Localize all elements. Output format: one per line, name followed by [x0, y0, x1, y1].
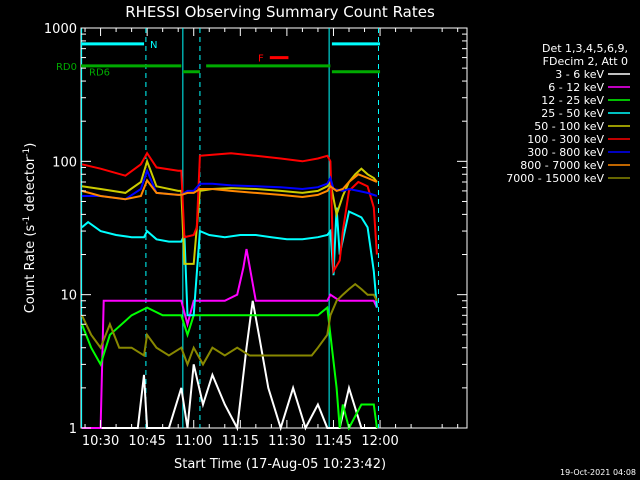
x-tick-label-5: 11:45 — [315, 434, 352, 449]
series-line-1 — [81, 248, 378, 429]
legend-header-0: Det 1,3,4,5,6,9, — [542, 42, 628, 55]
series-group — [80, 151, 378, 432]
y-axis-label-a: Count Rate (s — [23, 225, 38, 314]
x-tick-label-3: 11:15 — [222, 434, 259, 449]
legend-label-6: 300 - 800 keV — [527, 146, 604, 159]
axes-ticks: 10:30 10:45 11:00 11:15 11:30 11:45 12:00 1 10 10… — [44, 22, 467, 449]
x-tick-label-1: 10:45 — [128, 434, 165, 449]
footer-timestamp: 19-Oct-2021 04:08 — [560, 468, 636, 477]
y-tick-label-0: 1 — [69, 422, 77, 437]
series-line-2 — [80, 305, 378, 431]
legend-label-1: 6 - 12 keV — [548, 81, 604, 94]
legend-label-2: 12 - 25 keV — [541, 94, 604, 107]
series-line-8 — [80, 282, 378, 368]
x-tick-label-6: 12:00 — [361, 434, 398, 449]
annotation-label-0: N — [150, 40, 157, 51]
annotation-bars: N F RD0 RD6 — [56, 40, 381, 79]
legend-header-1: FDecim 2, Att 0 — [543, 55, 628, 68]
y-axis-label-sup2: -1 — [22, 148, 32, 157]
y-tick-label-1: 10 — [60, 289, 77, 304]
y-tick-label-3: 1000 — [44, 22, 77, 37]
y-axis-label-sup1: -1 — [22, 216, 32, 225]
x-axis-label: Start Time (17-Aug-05 10:23:42) — [174, 457, 386, 472]
series-line-6 — [81, 167, 378, 201]
legend-label-3: 25 - 50 keV — [541, 107, 604, 120]
legend-label-7: 800 - 7000 keV — [520, 159, 604, 172]
plot-frame — [80, 27, 468, 429]
x-tick-label-4: 11:30 — [268, 434, 305, 449]
annotation-label-1: F — [258, 54, 264, 65]
y-axis-label-c: ) — [23, 143, 38, 148]
annotation-label-2: RD0 — [56, 62, 77, 73]
y-tick-label-2: 100 — [52, 155, 77, 170]
series-line-3 — [81, 207, 378, 317]
legend-label-0: 3 - 6 keV — [555, 68, 604, 81]
chart-title: RHESSI Observing Summary Count Rates — [125, 3, 435, 21]
y-axis-label: Count Rate (s-1 detector-1) — [22, 143, 38, 314]
legend-label-5: 100 - 300 keV — [527, 133, 604, 146]
series-line-7 — [81, 173, 378, 201]
y-axis-label-b: detector — [23, 156, 38, 216]
series-line-5 — [81, 151, 378, 275]
series-line-0 — [81, 300, 377, 432]
x-tick-label-0: 10:30 — [82, 434, 119, 449]
legend-label-8: 7000 - 15000 keV — [506, 172, 604, 185]
legend-label-4: 50 - 100 keV — [534, 120, 604, 133]
x-tick-label-2: 11:00 — [175, 434, 212, 449]
legend: Det 1,3,4,5,6,9,FDecim 2, Att 03 - 6 keV… — [506, 42, 630, 185]
annotation-label-3: RD6 — [89, 68, 110, 79]
